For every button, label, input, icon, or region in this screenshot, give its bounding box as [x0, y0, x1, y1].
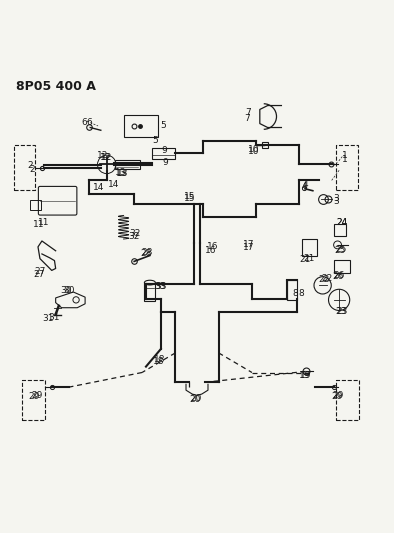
Text: 24: 24 — [336, 218, 347, 227]
Text: 6: 6 — [81, 118, 87, 127]
Text: 4: 4 — [302, 182, 307, 190]
Text: 16: 16 — [207, 243, 218, 252]
Text: 23: 23 — [335, 307, 347, 316]
Bar — [334, 224, 346, 236]
Text: 21: 21 — [303, 254, 314, 263]
Bar — [336, 145, 358, 190]
Bar — [334, 260, 350, 273]
Text: 7: 7 — [244, 114, 250, 123]
Text: 1: 1 — [342, 155, 348, 164]
Text: 12: 12 — [97, 151, 108, 160]
Text: 30: 30 — [60, 286, 72, 295]
Bar — [15, 145, 35, 190]
Text: 29: 29 — [28, 392, 39, 401]
Text: 22: 22 — [318, 274, 329, 284]
Text: 11: 11 — [38, 217, 50, 227]
Bar — [115, 160, 140, 169]
Text: 10: 10 — [248, 147, 260, 156]
Text: 12: 12 — [101, 153, 112, 162]
Text: 18: 18 — [154, 355, 165, 364]
Text: 26: 26 — [334, 271, 345, 280]
Text: 20: 20 — [190, 393, 202, 402]
Text: 28: 28 — [140, 249, 151, 259]
Text: 6: 6 — [86, 118, 92, 127]
Text: 1: 1 — [342, 151, 348, 160]
Text: 13: 13 — [117, 168, 128, 177]
Text: 30: 30 — [63, 286, 75, 295]
Text: 25: 25 — [335, 246, 346, 255]
Text: 29: 29 — [332, 392, 343, 401]
Text: 22: 22 — [322, 274, 333, 283]
Text: 8P05 400 A: 8P05 400 A — [17, 80, 96, 93]
Text: 2: 2 — [30, 165, 35, 174]
Text: 33: 33 — [154, 281, 166, 290]
Text: 2: 2 — [28, 161, 33, 169]
Text: 18: 18 — [153, 357, 165, 366]
Text: 29: 29 — [333, 391, 344, 400]
Text: 5: 5 — [160, 122, 166, 131]
Text: 19: 19 — [299, 371, 310, 380]
Text: 13: 13 — [116, 168, 127, 177]
Bar — [287, 280, 297, 300]
Text: 32: 32 — [130, 229, 141, 238]
Text: 9: 9 — [161, 146, 167, 155]
Text: 8: 8 — [292, 289, 298, 298]
Text: 9: 9 — [163, 158, 169, 167]
Text: 14: 14 — [108, 180, 119, 189]
Bar — [144, 282, 155, 302]
Text: 5: 5 — [152, 136, 158, 146]
Text: 13: 13 — [115, 168, 126, 177]
Text: 19: 19 — [300, 371, 312, 380]
Text: 26: 26 — [333, 272, 344, 281]
Text: 11: 11 — [33, 220, 45, 229]
Text: 27: 27 — [34, 266, 45, 276]
Bar — [302, 239, 317, 256]
Text: 31: 31 — [42, 314, 54, 323]
Text: 29: 29 — [31, 391, 43, 400]
Text: 8: 8 — [298, 289, 304, 298]
Text: 24: 24 — [337, 217, 348, 227]
Text: 17: 17 — [243, 243, 255, 252]
Text: 23: 23 — [336, 307, 348, 316]
Text: 21: 21 — [299, 255, 310, 264]
Text: 32: 32 — [129, 232, 140, 241]
Bar — [125, 115, 158, 137]
Text: 16: 16 — [205, 246, 216, 255]
Bar — [152, 148, 175, 159]
Text: 15: 15 — [184, 194, 196, 203]
Text: 27: 27 — [33, 270, 44, 279]
Text: 12: 12 — [100, 154, 112, 162]
Bar — [336, 381, 359, 419]
Text: 14: 14 — [93, 183, 104, 192]
Text: 15: 15 — [184, 192, 196, 201]
Text: 4: 4 — [303, 180, 309, 189]
Bar — [22, 381, 45, 419]
Bar — [30, 200, 41, 209]
Text: 7: 7 — [245, 109, 251, 117]
Text: 10: 10 — [248, 145, 260, 154]
Text: 28: 28 — [141, 248, 152, 257]
Text: 17: 17 — [243, 240, 255, 249]
Text: 25: 25 — [335, 245, 347, 254]
Text: 33: 33 — [155, 282, 167, 292]
Text: 31: 31 — [48, 313, 59, 322]
Text: 20: 20 — [189, 395, 201, 405]
Text: 3: 3 — [334, 197, 339, 206]
Text: 3: 3 — [333, 195, 338, 204]
